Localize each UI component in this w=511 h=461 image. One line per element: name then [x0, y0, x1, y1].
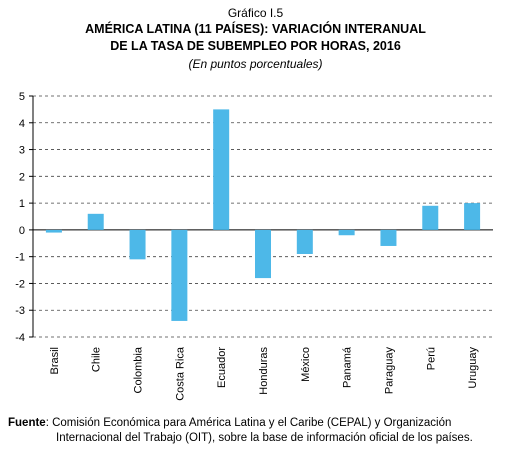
bar-chart: 5 4 3 2 1 0 -1 -2 -3 -4 Brasil Chile Colombia Costa …: [15, 91, 493, 401]
x-tick-label: Honduras: [258, 347, 270, 395]
x-tick-label: Perú: [425, 347, 437, 370]
x-tick-label: Paraguay: [383, 347, 395, 395]
y-tick-label: 5: [19, 91, 25, 103]
bar-panamá: [338, 229, 355, 236]
x-tick-label: Ecuador: [216, 347, 228, 388]
bar-colombia: [129, 229, 146, 260]
bar-brasil: [45, 229, 62, 233]
source-text-line-1: Comisión Económica para América Latina y…: [52, 417, 452, 429]
bar-paraguay: [380, 229, 397, 246]
bar-chile: [87, 213, 104, 230]
y-tick-label: -1: [15, 252, 25, 264]
chart-subtitle: (En puntos porcentuales): [188, 57, 323, 71]
bar-costa-rica: [171, 229, 188, 321]
chart-title-line-1: AMÉRICA LATINA (11 PAÍSES): VARIACIÓN IN…: [85, 22, 426, 36]
y-tick-label: 3: [19, 145, 25, 157]
x-tick-label: Colombia: [133, 346, 145, 393]
y-tick-label: 2: [19, 171, 25, 183]
source-colon: :: [45, 417, 53, 429]
bar-ecuador: [213, 109, 230, 230]
source-text-line-2: Internacional del Trabajo (OIT), sobre l…: [56, 432, 473, 444]
bar-honduras: [255, 229, 271, 279]
x-tick-label: México: [300, 347, 312, 382]
chart-title-line-2: DE LA TASA DE SUBEMPLEO POR HORAS, 2016: [110, 39, 401, 53]
bar-perú: [422, 205, 439, 230]
source-note: Fuente: Comisión Económica para América …: [8, 416, 508, 446]
x-tick-label: Panamá: [342, 346, 354, 388]
x-axis-labels: Brasil Chile Colombia Costa Rica Ecuador Hond…: [49, 346, 479, 401]
y-axis-ticks: 5 4 3 2 1 0 -1 -2 -3 -4: [15, 91, 33, 344]
bars: [45, 109, 481, 321]
x-tick-label: Brasil: [49, 347, 61, 375]
y-tick-label: 0: [19, 225, 25, 237]
y-tick-label: -4: [15, 332, 25, 344]
y-tick-label: -3: [15, 305, 25, 317]
x-tick-label: Uruguay: [467, 347, 479, 389]
y-tick-label: -2: [15, 278, 25, 290]
x-tick-label: Costa Rica: [174, 346, 186, 401]
bar-méxico: [296, 229, 313, 254]
y-tick-label: 1: [19, 198, 25, 210]
source-label: Fuente: [8, 417, 46, 429]
bar-uruguay: [464, 203, 481, 230]
y-tick-label: 4: [19, 118, 25, 130]
x-tick-label: Chile: [91, 347, 103, 372]
figure-label: Gráfico I.5: [227, 6, 284, 20]
